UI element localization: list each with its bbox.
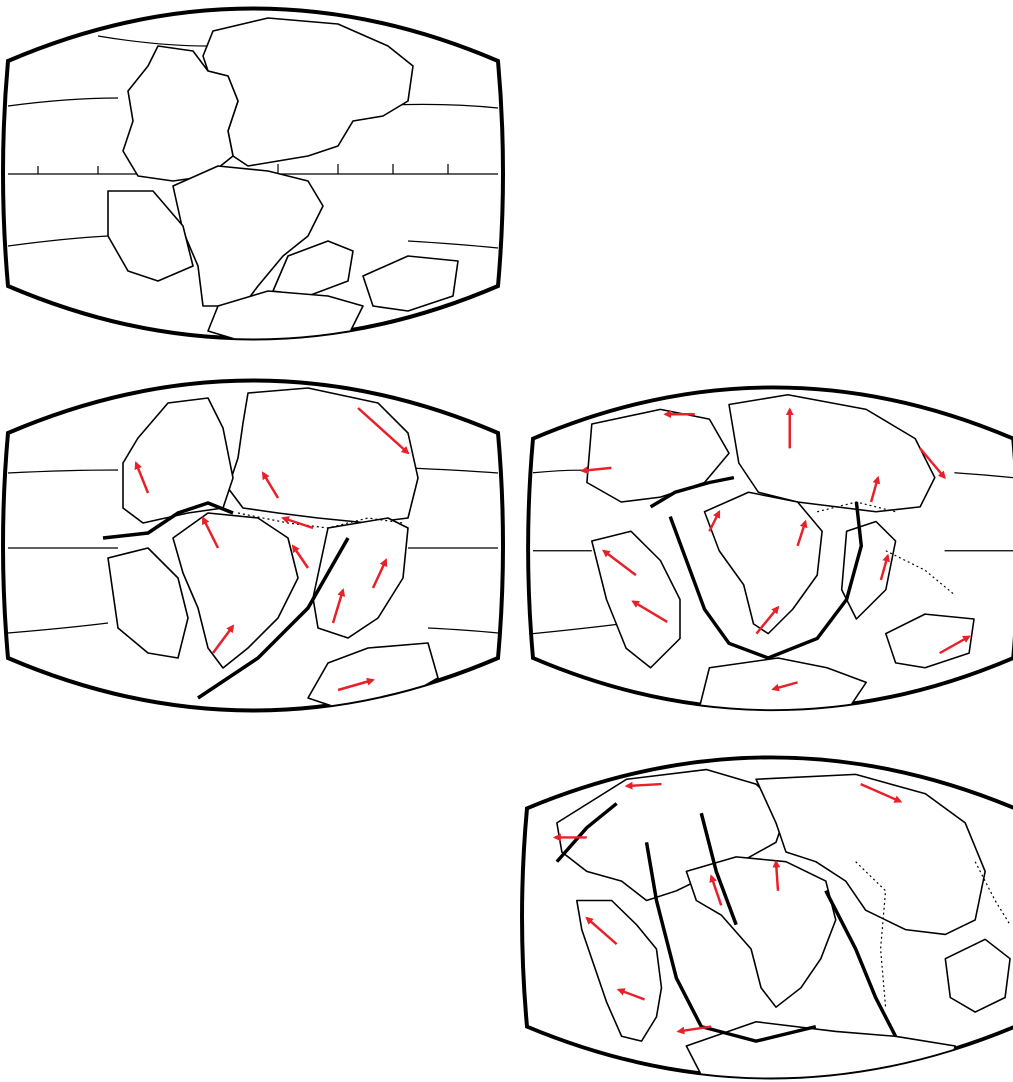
map-panel — [520, 755, 1013, 1080]
map-panel — [526, 385, 1013, 712]
map-panel — [1, 378, 505, 713]
map-panel — [1, 6, 505, 341]
